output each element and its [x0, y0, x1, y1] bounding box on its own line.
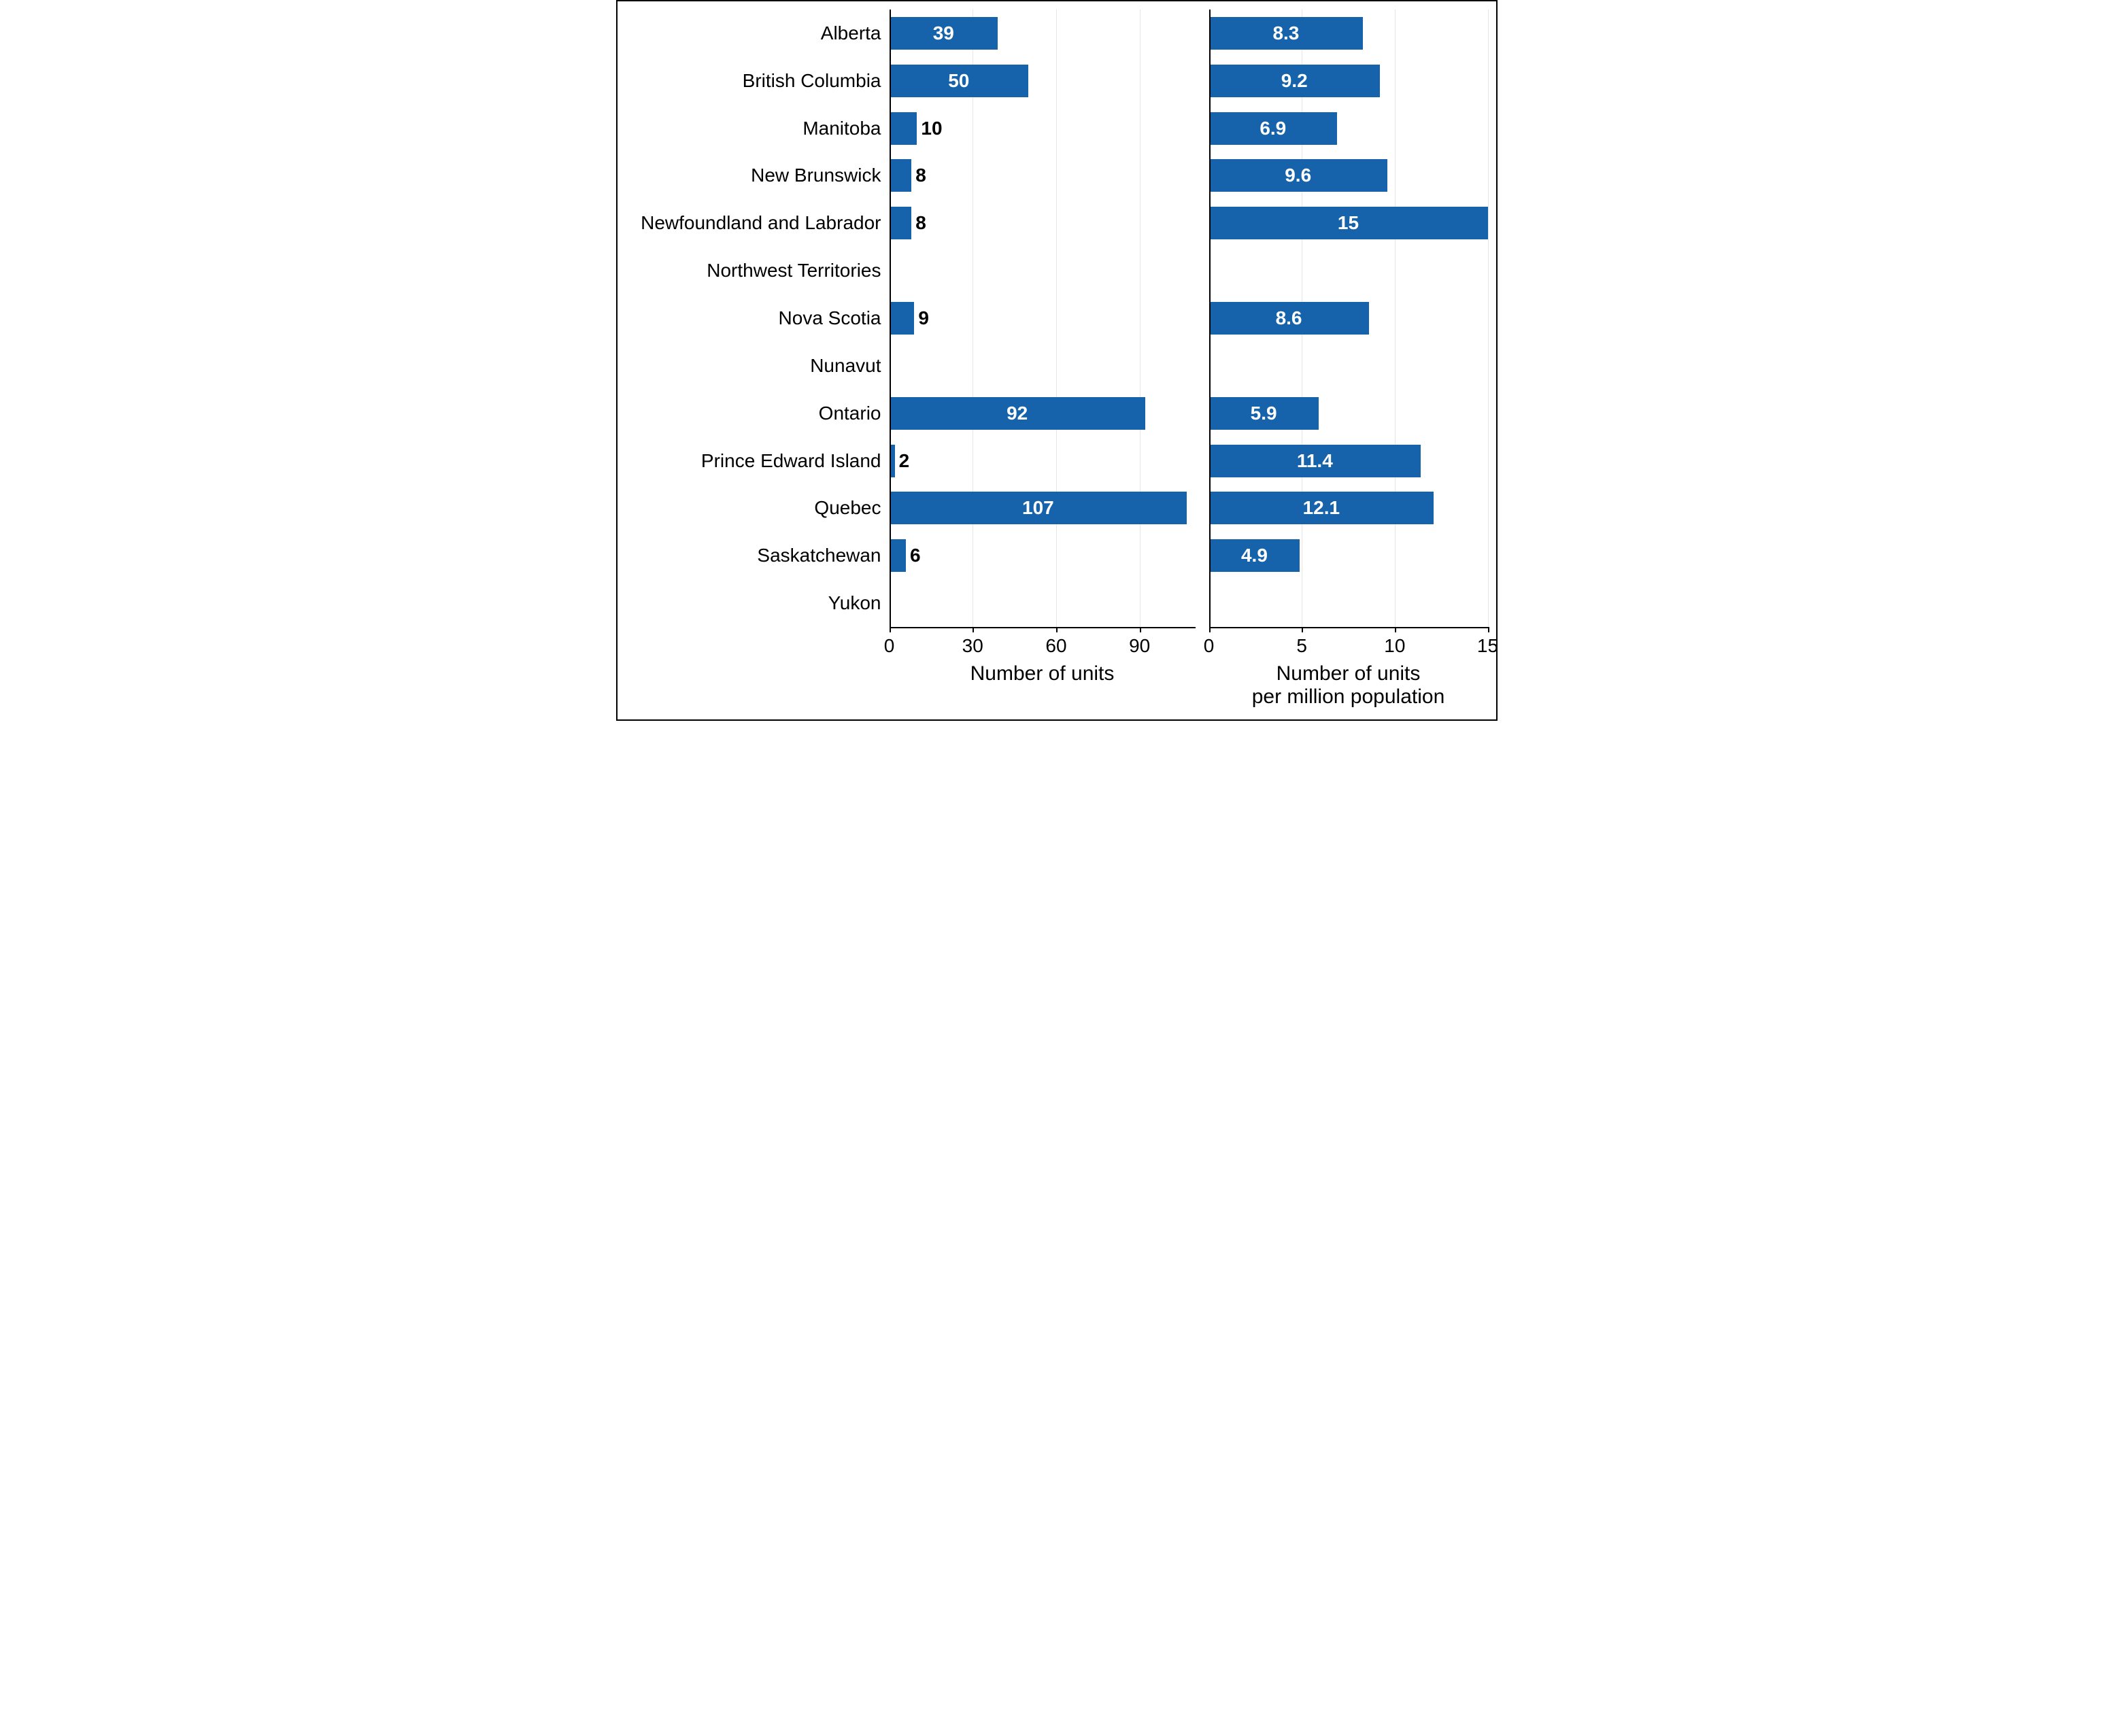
bar [890, 159, 912, 192]
bar-value-label: 39 [890, 22, 998, 44]
bar-value-label: 92 [890, 403, 1145, 424]
x-tick [890, 627, 891, 632]
x-tick-label: 15 [1477, 635, 1498, 657]
x-axis-title: Number of units [970, 662, 1115, 685]
y-axis-label: Saskatchewan [618, 545, 881, 566]
bar-value-label: 50 [890, 70, 1029, 92]
y-axis-line [1209, 10, 1211, 627]
bar-value-label: 8 [915, 165, 926, 186]
x-tick [1488, 627, 1489, 632]
y-axis-label: Manitoba [618, 118, 881, 139]
bar-value-label: 12.1 [1209, 497, 1434, 519]
x-tick [1140, 627, 1141, 632]
bar-value-label: 5.9 [1209, 403, 1319, 424]
bar [890, 302, 915, 335]
bar-value-label: 6 [910, 545, 921, 566]
x-tick-label: 60 [1045, 635, 1066, 657]
bar-value-label: 8 [915, 212, 926, 234]
y-axis-label: Nunavut [618, 355, 881, 377]
x-tick [1302, 627, 1303, 632]
bar-value-label: 107 [890, 497, 1187, 519]
bar-value-label: 10 [921, 118, 942, 139]
gridline [1056, 10, 1057, 627]
x-tick-label: 0 [884, 635, 895, 657]
y-axis-label: New Brunswick [618, 165, 881, 186]
x-axis-line [890, 627, 1196, 628]
bar-value-label: 8.3 [1209, 22, 1364, 44]
chart-container: Alberta British Columbia Manitoba New Bruns… [616, 0, 1498, 721]
bar-value-label: 4.9 [1209, 545, 1300, 566]
x-tick [1209, 627, 1211, 632]
x-tick [1395, 627, 1396, 632]
x-tick-label: 0 [1204, 635, 1215, 657]
bar-value-label: 9.2 [1209, 70, 1380, 92]
y-axis-label: Yukon [618, 592, 881, 614]
gridline [1488, 10, 1489, 627]
bar-value-label: 15 [1209, 212, 1488, 234]
bar-value-label: 9 [918, 307, 929, 329]
bar-value-label: 6.9 [1209, 118, 1338, 139]
x-axis-title: Number of units per million population [1252, 662, 1445, 709]
y-axis-label: Alberta [618, 22, 881, 44]
x-tick-label: 5 [1296, 635, 1307, 657]
y-axis-line [890, 10, 891, 627]
y-axis-label: British Columbia [618, 70, 881, 92]
bar-value-label: 2 [899, 450, 910, 472]
y-axis-label: Prince Edward Island [618, 450, 881, 472]
bar [890, 112, 917, 145]
y-axis-label: Quebec [618, 497, 881, 519]
x-tick-label: 90 [1129, 635, 1150, 657]
x-tick [973, 627, 974, 632]
gridline [1395, 10, 1396, 627]
y-axis-label: Northwest Territories [618, 260, 881, 282]
bar [890, 539, 907, 572]
bar-value-label: 8.6 [1209, 307, 1369, 329]
x-tick [1056, 627, 1058, 632]
y-axis-label: Newfoundland and Labrador [618, 212, 881, 234]
x-tick-label: 30 [962, 635, 983, 657]
bar-value-label: 11.4 [1209, 450, 1421, 472]
y-axis-label: Nova Scotia [618, 307, 881, 329]
bar [890, 207, 912, 239]
plot-area: Alberta British Columbia Manitoba New Bruns… [618, 1, 1496, 719]
bar-value-label: 9.6 [1209, 165, 1387, 186]
x-axis-line [1209, 627, 1488, 628]
y-axis-label: Ontario [618, 403, 881, 424]
x-tick-label: 10 [1384, 635, 1405, 657]
